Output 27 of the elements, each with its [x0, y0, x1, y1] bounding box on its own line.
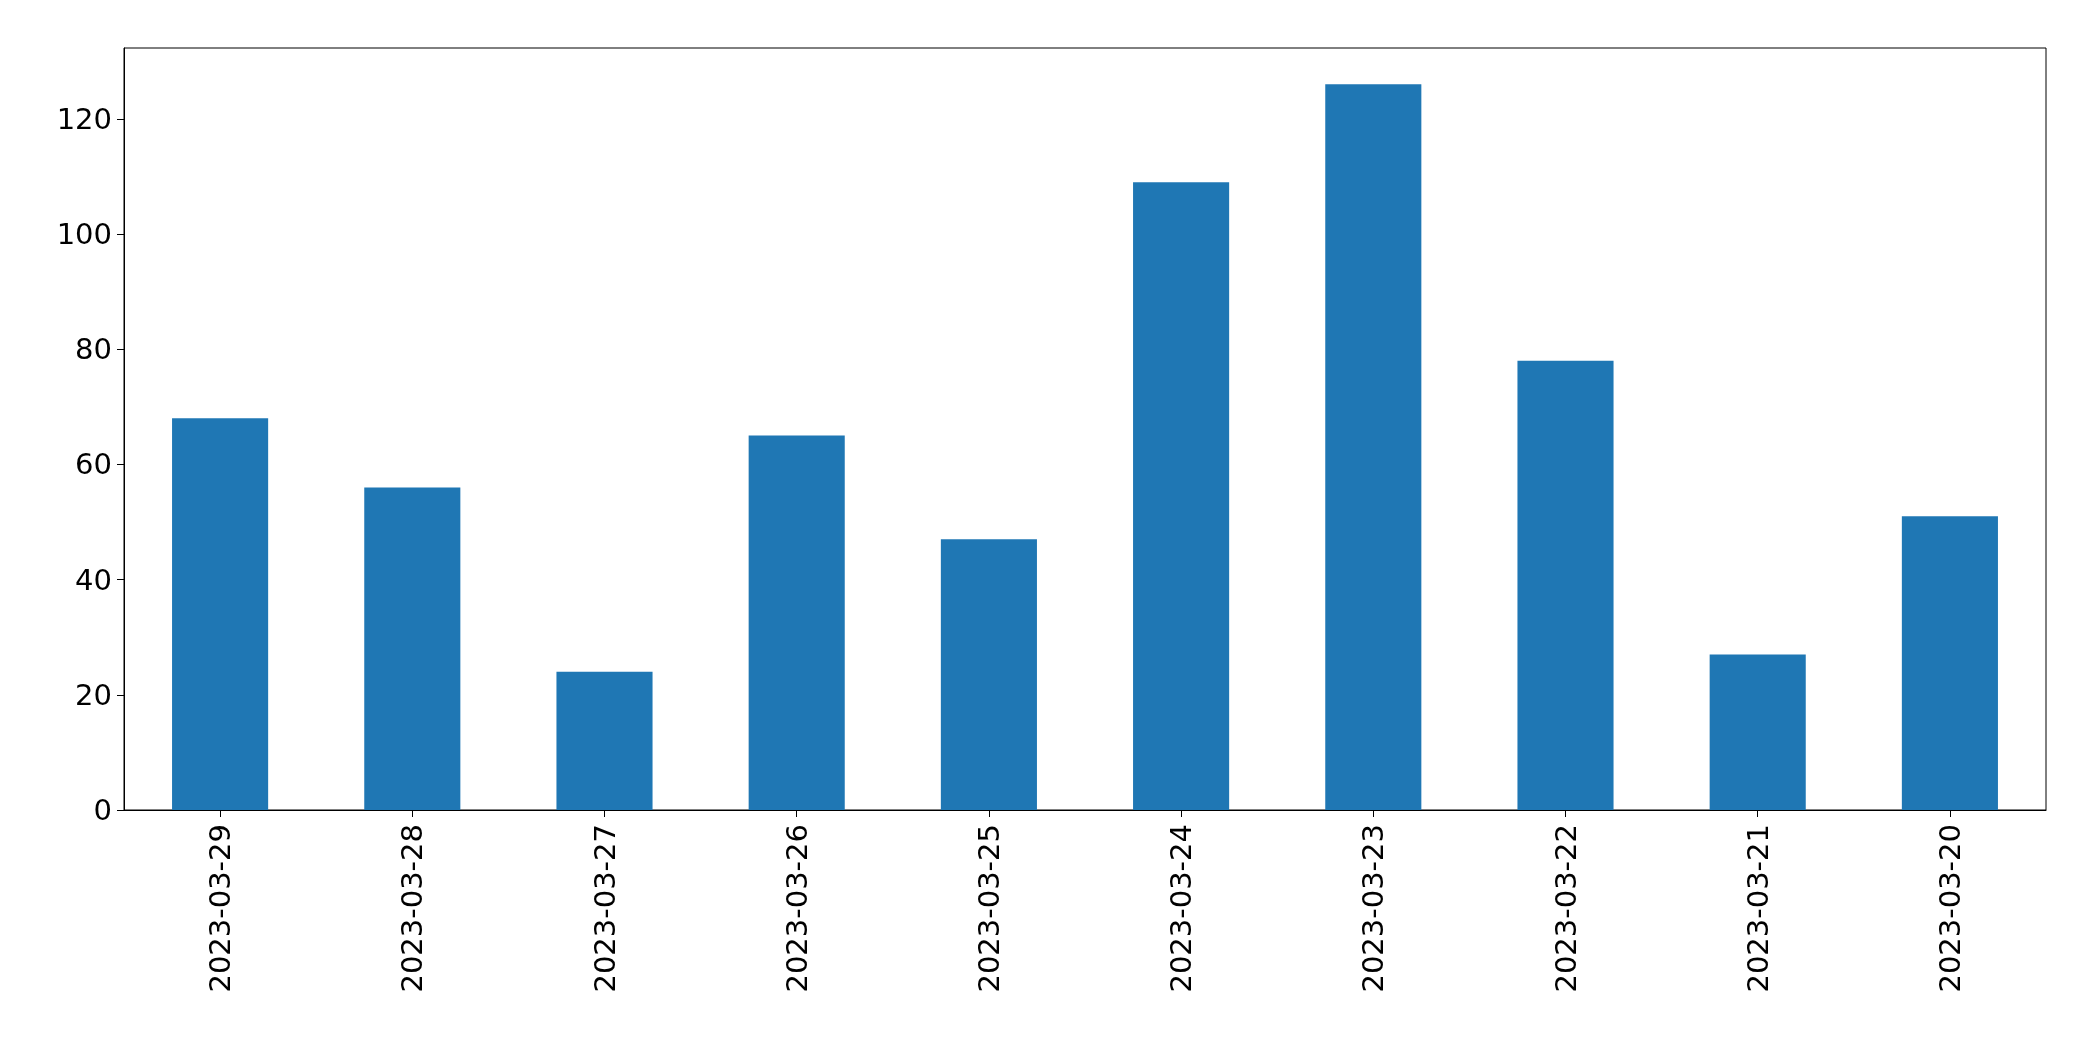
y-tick-label: 20	[75, 677, 112, 712]
bar	[1325, 84, 1422, 810]
y-tick-label: 60	[75, 447, 112, 482]
x-tick-label: 2023-03-25	[971, 824, 1006, 993]
x-tick-label: 2023-03-21	[1740, 824, 1775, 993]
bar	[1517, 360, 1614, 810]
bar	[556, 671, 653, 810]
x-tick-label: 2023-03-24	[1164, 824, 1199, 993]
y-tick-label: 0	[93, 793, 112, 827]
bar	[364, 487, 461, 810]
y-tick-label: 40	[75, 562, 112, 597]
bar	[1709, 654, 1806, 810]
x-tick-label: 2023-03-23	[1356, 824, 1391, 993]
bar	[940, 539, 1037, 810]
x-tick-label: 2023-03-29	[203, 824, 238, 993]
x-tick-label: 2023-03-27	[587, 824, 622, 993]
x-tick-label: 2023-03-22	[1548, 824, 1583, 993]
x-tick-label: 2023-03-28	[395, 824, 430, 993]
y-tick-label: 100	[56, 217, 112, 252]
x-tick-label: 2023-03-26	[779, 824, 814, 993]
bar	[1133, 182, 1230, 810]
x-tick-label: 2023-03-20	[1932, 824, 1967, 993]
bar	[1901, 516, 1998, 810]
y-tick-label: 80	[75, 332, 112, 367]
y-tick-label: 120	[56, 101, 112, 136]
bar	[748, 435, 845, 810]
bar	[172, 418, 269, 810]
